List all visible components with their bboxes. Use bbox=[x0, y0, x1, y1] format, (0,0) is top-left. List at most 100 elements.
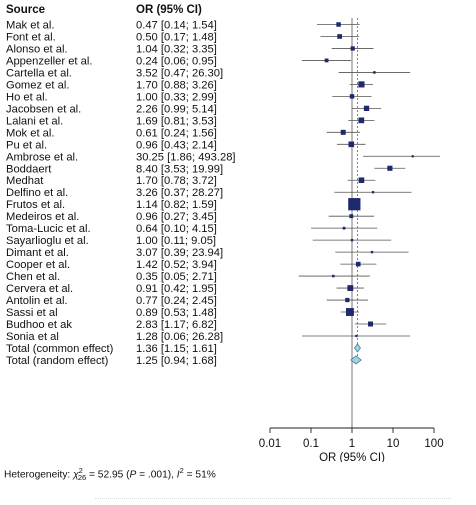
x-tick-label: 100 bbox=[424, 438, 443, 450]
study-estimate: 1.69 [0.81; 3.53] bbox=[136, 115, 217, 127]
study-point bbox=[340, 129, 346, 135]
het-i-val: = 51% bbox=[183, 469, 216, 481]
footer-divider bbox=[95, 498, 451, 499]
study-name: Medeiros et al. bbox=[6, 211, 79, 223]
study-point bbox=[345, 308, 354, 316]
study-name: Appenzeller et al. bbox=[6, 55, 92, 67]
study-point bbox=[411, 155, 414, 158]
study-point bbox=[347, 285, 354, 291]
het-prefix: Heterogeneity: bbox=[4, 469, 74, 481]
study-estimate: 0.50 [0.17; 1.48] bbox=[136, 31, 217, 43]
study-point bbox=[358, 117, 365, 124]
study-point bbox=[387, 165, 393, 171]
study-name: Delfino et al. bbox=[6, 187, 68, 199]
study-estimate: 1.28 [0.06; 26.28] bbox=[136, 331, 223, 343]
heterogeneity-statement: Heterogeneity: χ226 = 52.95 (P = .001), … bbox=[4, 466, 216, 482]
study-name: Mak et al. bbox=[6, 20, 55, 32]
study-estimate: 1.42 [0.52; 3.94] bbox=[136, 259, 217, 271]
study-estimate: 1.00 [0.11; 9.05] bbox=[136, 235, 216, 247]
study-point bbox=[373, 71, 376, 74]
x-tick-label: 10 bbox=[387, 438, 400, 450]
het-i-sup: 2 bbox=[179, 466, 184, 475]
study-name: Cervera et al. bbox=[6, 283, 73, 295]
study-name: Toma-Lucic et al. bbox=[6, 223, 91, 235]
study-name: Boddaert bbox=[6, 163, 52, 175]
study-name: Jacobsen et al. bbox=[6, 103, 81, 115]
header-source: Source bbox=[6, 4, 45, 16]
study-estimate: 0.91 [0.42; 1.95] bbox=[136, 283, 217, 295]
het-i: I bbox=[176, 469, 180, 481]
pooled-diamond bbox=[350, 355, 362, 365]
study-point bbox=[355, 261, 361, 267]
study-point bbox=[336, 22, 341, 27]
study-name: Dimant et al. bbox=[6, 247, 69, 259]
study-estimate: 8.40 [3.53; 19.99] bbox=[136, 163, 223, 175]
pooled-name: Total (common effect) bbox=[6, 343, 114, 355]
study-estimate: 1.70 [0.88; 3.26] bbox=[136, 79, 217, 91]
study-point bbox=[363, 105, 370, 112]
study-name: Antolin et al. bbox=[6, 295, 68, 307]
study-name: Lalani et al. bbox=[6, 115, 63, 127]
study-point bbox=[332, 274, 335, 278]
study-estimate: 1.00 [0.33; 2.99] bbox=[136, 91, 217, 103]
study-estimate: 0.47 [0.14; 1.54] bbox=[136, 20, 217, 32]
study-name: Cartella et al. bbox=[6, 67, 72, 79]
forest-plot: Source OR (95% CI) Mak et al. 0.47 [0.14;… bbox=[6, 4, 444, 462]
study-estimate: 1.70 [0.78; 3.72] bbox=[136, 175, 217, 187]
study-name: Cooper et al. bbox=[6, 259, 70, 271]
study-point bbox=[370, 250, 374, 254]
het-p: P bbox=[129, 469, 137, 481]
study-estimate: 0.64 [0.10; 4.15] bbox=[136, 223, 217, 235]
study-point bbox=[345, 297, 350, 303]
study-name: Ambrose et al. bbox=[6, 151, 78, 163]
study-point bbox=[348, 141, 355, 148]
study-point bbox=[355, 334, 358, 338]
study-name: Medhat bbox=[6, 175, 44, 187]
study-name: Gomez et al. bbox=[6, 79, 69, 91]
x-axis: 0.01 0.1 1 10 100 OR (95% CI) bbox=[259, 427, 444, 462]
x-tick-label: 0.1 bbox=[303, 438, 319, 450]
study-estimate: 0.24 [0.06; 0.95] bbox=[136, 55, 217, 67]
het-chi: χ bbox=[73, 469, 79, 481]
het-p-val: = .001), bbox=[136, 469, 177, 481]
study-estimate: 0.61 [0.24; 1.56] bbox=[136, 127, 217, 139]
study-name: Frutos et al. bbox=[6, 199, 65, 211]
study-estimate: 0.77 [0.24; 2.45] bbox=[136, 295, 217, 307]
study-estimate: 0.96 [0.43; 2.14] bbox=[136, 139, 217, 151]
study-point bbox=[368, 321, 374, 327]
x-tick-label: 0.01 bbox=[259, 438, 281, 450]
study-name: Ho et al. bbox=[6, 91, 48, 103]
study-point bbox=[350, 238, 354, 242]
study-name: Sassi et al bbox=[6, 307, 58, 319]
study-estimate: 0.35 [0.05; 2.71] bbox=[136, 271, 217, 283]
pooled-name: Total (random effect) bbox=[6, 355, 109, 367]
study-estimate: 0.89 [0.53; 1.48] bbox=[136, 307, 217, 319]
study-point bbox=[350, 46, 355, 51]
study-name: Sonia et al bbox=[6, 331, 59, 343]
study-point bbox=[349, 214, 354, 219]
x-axis-label: OR (95% CI) bbox=[319, 452, 385, 462]
study-estimate: 2.26 [0.99; 5.14] bbox=[136, 103, 217, 115]
study-name: Sayarlioglu et al. bbox=[6, 235, 89, 247]
pooled-estimate: 1.25 [0.94; 1.68] bbox=[136, 355, 217, 367]
study-point bbox=[358, 81, 365, 88]
study-name: Chen et al. bbox=[6, 271, 60, 283]
study-point bbox=[337, 34, 342, 39]
study-point bbox=[342, 226, 346, 230]
study-estimate: 3.26 [0.37; 28.27] bbox=[136, 187, 223, 199]
study-point bbox=[324, 58, 329, 63]
het-chi-val: = 52.95 ( bbox=[86, 469, 130, 481]
study-name: Font et al. bbox=[6, 31, 56, 43]
study-point bbox=[349, 94, 355, 99]
het-chi-sub: 26 bbox=[77, 473, 87, 483]
study-estimate: 30.25 [1.86; 493.28] bbox=[136, 151, 236, 163]
header-effect: OR (95% CI) bbox=[136, 4, 202, 16]
study-estimate: 1.14 [0.82; 1.59] bbox=[136, 199, 217, 211]
study-estimate: 1.04 [0.32; 3.35] bbox=[136, 43, 217, 55]
study-name: Alonso et al. bbox=[6, 43, 68, 55]
study-point bbox=[358, 177, 365, 184]
study-name: Mok et al. bbox=[6, 127, 55, 139]
rows-layer: Mak et al. 0.47 [0.14; 1.54] Font et al. 0.… bbox=[6, 18, 440, 428]
study-name: Budhoo et ak bbox=[6, 319, 72, 331]
study-estimate: 0.96 [0.27; 3.45] bbox=[136, 211, 217, 223]
